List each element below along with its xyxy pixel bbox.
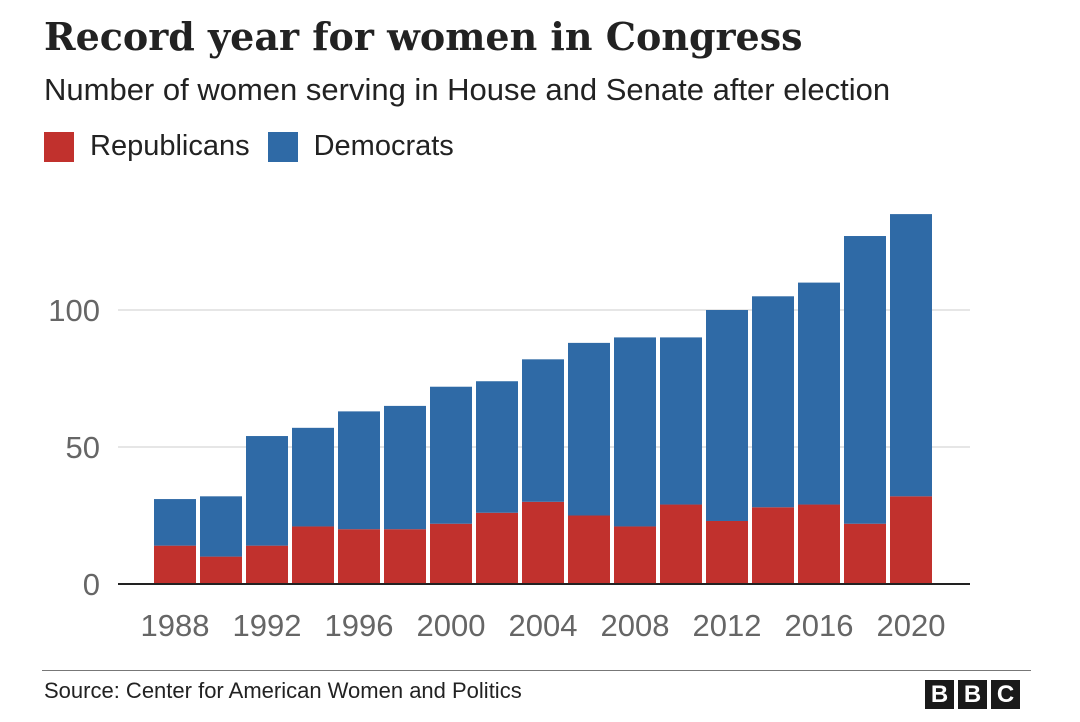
legend-item-republicans: Republicans xyxy=(44,130,250,163)
chart-subtitle: Number of women serving in House and Sen… xyxy=(44,72,891,107)
chart-title: Record year for women in Congress xyxy=(44,14,803,59)
bar-republicans xyxy=(614,526,656,584)
bar-republicans xyxy=(522,501,564,584)
bbc-logo-letter: C xyxy=(991,680,1020,709)
legend: Republicans Democrats xyxy=(44,130,472,163)
source-note: Source: Center for American Women and Po… xyxy=(44,678,522,703)
bbc-logo: B B C xyxy=(925,680,1024,709)
bar-democrats xyxy=(292,427,334,527)
bar-republicans xyxy=(752,507,794,584)
y-tick-label: 0 xyxy=(83,567,100,602)
bar-republicans xyxy=(844,523,886,584)
bar-democrats xyxy=(614,337,656,527)
y-tick-label: 100 xyxy=(48,293,100,328)
stacked-bar-chart: 0 50 100 1988 1992 1996 2000 2004 2008 2012 2016 20… xyxy=(48,214,970,643)
bar-democrats xyxy=(154,499,196,546)
bar-republicans xyxy=(660,504,702,584)
bar-democrats xyxy=(706,310,748,521)
bbc-logo-letter: B xyxy=(925,680,954,709)
legend-swatch-democrats xyxy=(267,131,298,162)
x-tick-label: 1992 xyxy=(233,608,302,643)
bar-democrats xyxy=(844,236,886,524)
bar-democrats xyxy=(568,342,610,516)
legend-item-democrats: Democrats xyxy=(267,130,454,163)
x-tick-label: 1988 xyxy=(141,608,210,643)
legend-label-republicans: Republicans xyxy=(90,130,250,162)
bar-democrats xyxy=(384,405,426,530)
x-tick-label: 1996 xyxy=(325,608,394,643)
y-tick-label: 50 xyxy=(66,430,100,465)
bbc-logo-letter: B xyxy=(958,680,987,709)
x-tick-label: 2004 xyxy=(509,608,578,643)
bar-democrats xyxy=(522,359,564,502)
bar-republicans xyxy=(476,512,518,584)
bar-republicans xyxy=(890,496,932,584)
x-tick-label: 2012 xyxy=(693,608,762,643)
bar-republicans xyxy=(338,529,380,584)
bar-democrats xyxy=(246,436,288,546)
legend-label-democrats: Democrats xyxy=(313,130,454,162)
bar-democrats xyxy=(660,337,702,505)
x-tick-label: 2008 xyxy=(601,608,670,643)
bar-republicans xyxy=(706,520,748,584)
bar-democrats xyxy=(752,296,794,508)
bar-republicans xyxy=(430,523,472,584)
bar-republicans xyxy=(246,545,288,584)
x-tick-label: 2016 xyxy=(785,608,854,643)
legend-swatch-republicans xyxy=(44,131,74,162)
bar-republicans xyxy=(384,529,426,584)
bar-republicans xyxy=(154,545,196,584)
bar-democrats xyxy=(476,381,518,513)
bar-republicans xyxy=(292,526,334,584)
bar-democrats xyxy=(200,496,242,557)
footer-divider xyxy=(42,670,1031,671)
bar-democrats xyxy=(890,214,932,497)
x-tick-label: 2000 xyxy=(417,608,486,643)
bar-republicans xyxy=(798,504,840,584)
x-tick-label: 2020 xyxy=(877,608,946,643)
bar-democrats xyxy=(798,282,840,505)
bar-republicans xyxy=(200,556,242,584)
bar-democrats xyxy=(430,386,472,524)
bar-republicans xyxy=(568,515,610,584)
bar-democrats xyxy=(338,411,380,530)
